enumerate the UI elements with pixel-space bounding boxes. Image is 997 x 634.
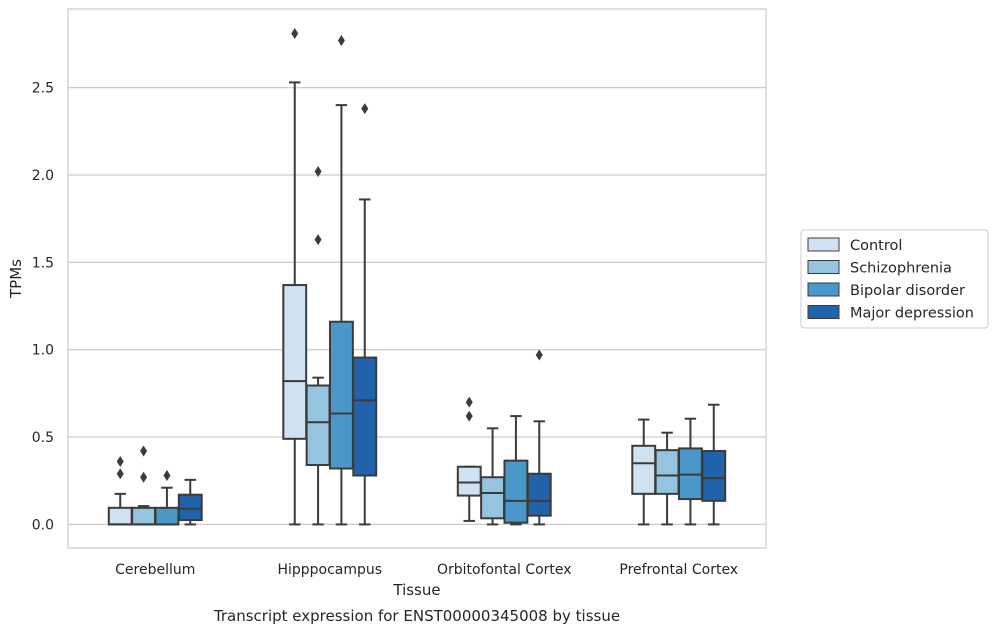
box-bipolar-disorder xyxy=(328,34,354,526)
y-tick-label: 0.5 xyxy=(32,430,54,446)
outlier-marker xyxy=(291,27,299,39)
box-bipolar-disorder xyxy=(503,415,529,526)
outlier-marker xyxy=(140,471,148,483)
box-iqr xyxy=(154,506,180,526)
outlier-marker xyxy=(337,34,345,46)
box-major-depression xyxy=(526,349,552,526)
box-bipolar-disorder xyxy=(677,417,703,526)
box-iqr xyxy=(352,356,378,477)
y-tick-label: 2.0 xyxy=(32,168,54,184)
legend-swatch xyxy=(807,282,840,297)
box-iqr xyxy=(654,449,680,495)
outlier-marker xyxy=(465,410,473,422)
y-tick-label: 2.5 xyxy=(32,81,54,97)
box-control xyxy=(456,396,482,522)
box-iqr xyxy=(701,450,727,502)
chart-caption: Transcript expression for ENST0000034500… xyxy=(213,607,620,625)
box-schizophrenia xyxy=(305,165,331,526)
box-major-depression xyxy=(352,103,378,526)
legend-swatch xyxy=(807,305,840,319)
plot-frame xyxy=(67,8,767,549)
legend: Control Schizophrenia Bipolar disorder Majo… xyxy=(800,229,989,329)
box-iqr xyxy=(503,459,529,524)
legend-frame xyxy=(800,229,989,329)
box-iqr xyxy=(305,384,331,467)
legend-label: Bipolar disorder xyxy=(850,283,965,299)
box-iqr xyxy=(131,506,157,526)
box-schizophrenia xyxy=(131,445,157,526)
box-major-depression xyxy=(701,403,727,526)
box-iqr xyxy=(480,476,506,520)
x-tick-label: Prefrontal Cortex xyxy=(619,562,738,578)
box-control xyxy=(107,456,133,526)
y-tick-label: 1.5 xyxy=(32,255,54,271)
outlier-marker xyxy=(140,445,148,457)
y-axis-label: TPMs xyxy=(7,259,25,299)
box-schizophrenia xyxy=(480,427,506,526)
y-tick-label: 1.0 xyxy=(32,343,54,359)
box-major-depression xyxy=(177,478,203,526)
x-tick-label: Orbitofontal Cortex xyxy=(437,562,572,578)
box-iqr xyxy=(328,320,354,470)
outlier-marker xyxy=(314,234,322,246)
x-tick-label: Hipppocampus xyxy=(277,562,382,578)
box-control xyxy=(631,418,657,526)
outlier-marker xyxy=(116,456,124,468)
box-iqr xyxy=(282,284,308,440)
box-iqr xyxy=(456,465,482,497)
box-iqr xyxy=(177,493,203,522)
outlier-marker xyxy=(361,103,369,115)
legend-swatch xyxy=(807,260,840,274)
y-axis-ticks: 0.0 0.5 1.0 1.5 2.0 2.5 xyxy=(32,81,54,534)
outlier-marker xyxy=(465,396,473,408)
x-axis-ticks: Cerebellum Hipppocampus Orbitofontal Corte… xyxy=(115,562,738,578)
box-bipolar-disorder xyxy=(154,469,180,526)
outlier-marker xyxy=(314,165,322,177)
legend-label: Control xyxy=(850,238,902,254)
legend-label: Schizophrenia xyxy=(850,261,952,277)
x-axis-label: Tissue xyxy=(392,581,440,599)
y-tick-label: 0.0 xyxy=(32,517,54,533)
gridlines xyxy=(68,86,766,526)
box-control xyxy=(282,27,308,526)
outlier-marker xyxy=(116,468,124,480)
box-schizophrenia xyxy=(654,431,680,526)
box-groups xyxy=(107,27,727,526)
box-iqr xyxy=(526,472,552,517)
box-iqr xyxy=(107,506,133,526)
legend-label: Major depression xyxy=(850,306,974,322)
outlier-marker xyxy=(535,349,543,361)
box-iqr xyxy=(631,444,657,495)
legend-swatch xyxy=(807,237,840,252)
x-tick-label: Cerebellum xyxy=(115,562,195,578)
outlier-marker xyxy=(163,469,171,481)
